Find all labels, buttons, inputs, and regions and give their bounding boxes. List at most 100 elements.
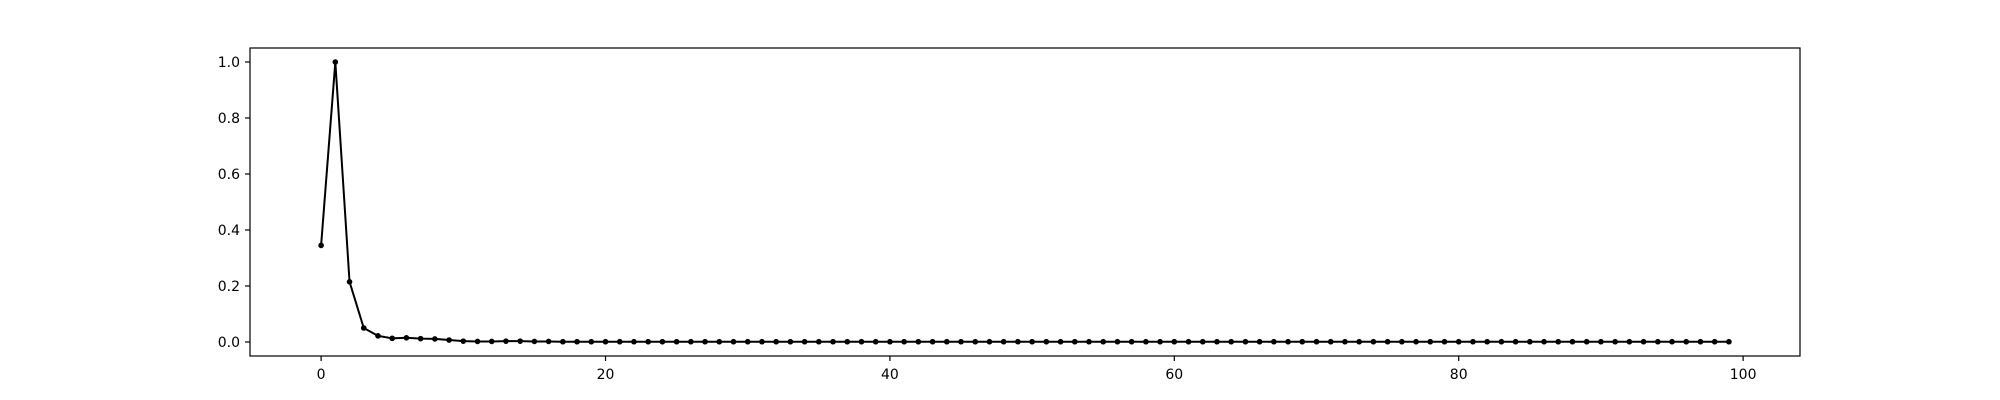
data-point xyxy=(1157,338,1163,345)
data-point xyxy=(1527,338,1533,345)
data-point xyxy=(488,338,495,345)
data-point xyxy=(1413,338,1419,345)
data-point xyxy=(1000,338,1007,345)
data-point xyxy=(958,338,964,345)
data-point xyxy=(972,338,979,345)
data-point xyxy=(1484,338,1490,345)
data-point xyxy=(1185,338,1192,345)
data-point xyxy=(1128,338,1135,345)
data-point xyxy=(730,338,737,345)
data-point xyxy=(773,338,779,345)
data-point xyxy=(1612,338,1618,345)
data-point xyxy=(389,335,396,342)
data-point xyxy=(574,338,580,345)
data-point xyxy=(716,338,723,345)
data-point xyxy=(1285,338,1291,345)
data-point xyxy=(830,338,836,345)
data-point xyxy=(1384,338,1391,345)
data-point xyxy=(531,338,538,345)
data-point xyxy=(759,338,765,345)
data-point xyxy=(1100,338,1107,345)
data-point xyxy=(474,338,481,345)
data-point xyxy=(1470,338,1476,345)
data-point xyxy=(360,325,367,331)
x-tick-label: 80 xyxy=(1450,367,1468,383)
x-tick-label: 20 xyxy=(597,367,615,383)
data-point xyxy=(1598,338,1604,345)
data-point xyxy=(1711,338,1718,345)
data-point xyxy=(1015,338,1021,345)
data-point xyxy=(929,338,936,345)
data-point xyxy=(787,338,794,345)
x-tick-label: 40 xyxy=(881,367,899,383)
data-point xyxy=(1071,338,1078,345)
data-point xyxy=(1057,338,1064,345)
data-point xyxy=(943,338,950,345)
data-point xyxy=(688,338,694,345)
data-point xyxy=(1256,338,1263,345)
x-tick-label: 0 xyxy=(317,367,326,383)
y-tick-label: 0.4 xyxy=(218,223,240,239)
data-point xyxy=(1313,338,1320,345)
data-point xyxy=(503,338,509,344)
data-point xyxy=(816,338,822,345)
data-point xyxy=(702,338,708,345)
data-point xyxy=(1043,338,1050,345)
data-point xyxy=(673,338,680,345)
data-point xyxy=(1299,338,1306,345)
data-point xyxy=(659,338,666,345)
y-tick-label: 0.8 xyxy=(218,111,240,127)
data-point xyxy=(1171,338,1178,345)
data-point xyxy=(858,338,865,345)
data-point xyxy=(1399,338,1405,345)
data-point xyxy=(1271,338,1277,345)
data-point xyxy=(1356,338,1362,345)
data-point xyxy=(887,338,893,345)
axes-frame xyxy=(249,47,1801,357)
data-point xyxy=(1569,338,1576,345)
data-point xyxy=(588,338,595,345)
data-point xyxy=(1655,338,1661,345)
data-point xyxy=(346,279,353,285)
data-point xyxy=(403,335,410,341)
data-point xyxy=(1541,338,1547,345)
data-point xyxy=(1726,338,1732,345)
data-point xyxy=(1228,338,1234,345)
data-point xyxy=(1697,338,1704,345)
data-point xyxy=(631,338,637,345)
data-point xyxy=(1441,338,1448,345)
data-point xyxy=(1498,338,1505,345)
data-point xyxy=(1214,338,1220,345)
data-point xyxy=(844,338,851,345)
data-point xyxy=(1683,338,1690,345)
data-point xyxy=(1143,338,1149,345)
data-point xyxy=(318,242,324,249)
data-point xyxy=(1327,338,1334,345)
plot-area xyxy=(318,59,1732,345)
data-point xyxy=(545,338,552,345)
data-point xyxy=(1086,338,1092,345)
data-point xyxy=(1626,338,1633,345)
data-point xyxy=(417,335,424,342)
data-point xyxy=(375,333,381,339)
data-point xyxy=(1370,338,1377,345)
data-point xyxy=(616,338,623,345)
data-point xyxy=(332,59,339,65)
x-tick-label: 60 xyxy=(1165,367,1183,383)
x-tick-label: 100 xyxy=(1730,367,1757,383)
data-point xyxy=(517,338,523,344)
data-point xyxy=(460,338,467,344)
y-tick-label: 0.0 xyxy=(218,335,240,351)
data-point xyxy=(602,338,609,345)
data-point xyxy=(1455,338,1462,345)
data-point xyxy=(432,336,438,342)
data-point xyxy=(1199,338,1206,345)
data-point xyxy=(986,338,993,345)
data-point xyxy=(1555,338,1562,345)
data-point xyxy=(1640,338,1647,345)
series-line xyxy=(320,61,1729,343)
data-point xyxy=(1427,338,1434,345)
data-point xyxy=(1669,338,1675,345)
